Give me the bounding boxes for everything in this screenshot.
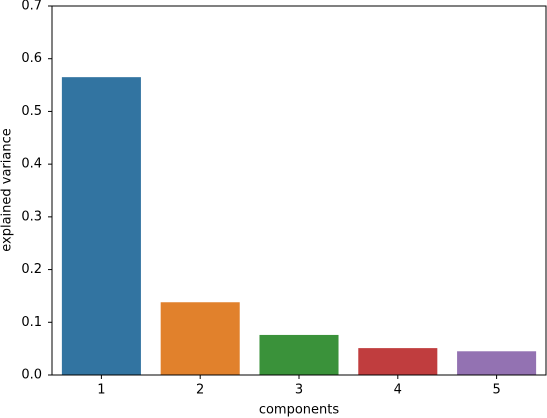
y-tick-label: 0.4: [21, 157, 42, 172]
y-tick-label: 0.5: [21, 104, 42, 119]
y-axis-label: explained variance: [0, 128, 15, 252]
bar: [160, 302, 240, 375]
y-tick-label: 0.3: [21, 209, 42, 224]
y-tick-label: 0.2: [21, 262, 42, 277]
bar: [61, 77, 141, 376]
x-tick-label: 2: [196, 383, 204, 398]
y-tick-label: 0.1: [21, 315, 42, 330]
bar: [457, 351, 537, 375]
y-tick-label: 0.7: [21, 0, 42, 14]
x-tick-label: 5: [492, 383, 500, 398]
y-tick-label: 0.6: [21, 51, 42, 66]
bar: [259, 334, 339, 375]
x-tick-label: 1: [97, 383, 105, 398]
x-tick-label: 4: [394, 383, 402, 398]
x-axis-label: components: [259, 403, 340, 418]
x-tick-label: 3: [295, 383, 303, 398]
axes-frame: [51, 5, 547, 376]
bar: [358, 348, 438, 375]
y-tick-label: 0.0: [21, 368, 42, 383]
